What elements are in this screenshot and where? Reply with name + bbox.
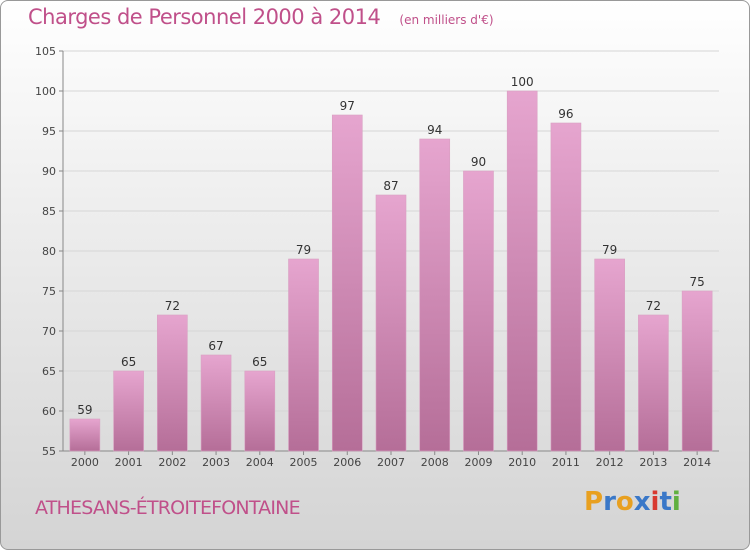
chart-unit: (en milliers d'€) [399,13,494,27]
brand-letter: o [615,487,634,517]
value-label: 96 [558,107,573,121]
value-label: 65 [121,355,136,369]
brand-logo: Proxiti [584,487,681,517]
value-label: 59 [77,403,92,417]
bar [506,90,538,452]
value-label: 97 [340,99,355,113]
bar [594,258,625,452]
bars [69,90,713,452]
x-tick-label: 2002 [158,456,186,469]
bar [638,314,669,452]
bar [375,194,407,452]
brand-letter: r [603,487,616,517]
y-tick-label: 100 [35,85,56,98]
bar [244,370,276,452]
brand-letter: t [659,487,672,517]
chart-title: Charges de Personnel 2000 à 2014 [28,5,381,29]
value-label: 87 [383,179,398,193]
value-label: 79 [296,243,311,257]
y-tick-label: 90 [42,165,56,178]
title-row: Charges de Personnel 2000 à 2014 (en mil… [28,5,494,29]
bar [331,114,363,452]
bar [157,314,188,452]
brand-letter: x [633,487,651,517]
y-tick-label: 60 [42,405,56,418]
value-label: 79 [602,243,617,257]
brand-letter: P [584,487,604,517]
value-label: 90 [471,155,486,169]
x-tick-label: 2013 [639,456,667,469]
x-tick-label: 2004 [246,456,274,469]
value-label: 65 [252,355,267,369]
y-tick-label: 70 [42,325,56,338]
bar [113,370,144,452]
x-tick-label: 2012 [596,456,624,469]
x-tick-label: 2011 [552,456,580,469]
y-tick-label: 80 [42,245,56,258]
value-label: 75 [689,275,704,289]
x-tick-label: 2005 [290,456,318,469]
value-label: 72 [646,299,661,313]
commune-name: ATHESANS-ÉTROITEFONTAINE [35,497,301,519]
y-tick-label: 95 [42,125,56,138]
x-tick-label: 2014 [683,456,711,469]
x-tick-label: 2007 [377,456,405,469]
bar [288,258,319,452]
bar [681,290,713,452]
labels: 59 65 72 67 65 79 97 87 94 90 100 96 79 72 75 [77,75,705,417]
y-tick-label: 65 [42,365,56,378]
x-tick-label: 2003 [202,456,230,469]
value-label: 72 [165,299,180,313]
y-tick-label: 105 [35,45,56,58]
bar [200,354,232,452]
value-label: 94 [427,123,442,137]
brand-letter: i [671,487,681,517]
value-label: 67 [208,339,223,353]
y-tick-label: 55 [42,445,56,458]
bar [463,170,494,452]
x-tick-label: 2006 [333,456,361,469]
brand-letter: i [650,487,660,517]
x-tick-label: 2008 [421,456,449,469]
bar [550,122,582,452]
x-tick-label: 2010 [508,456,536,469]
y-tick-label: 75 [42,285,56,298]
x-tick-label: 2009 [464,456,492,469]
bar [69,418,101,452]
bar [419,138,451,452]
y-tick-label: 85 [42,205,56,218]
x-tick-label: 2000 [71,456,99,469]
value-label: 100 [511,75,534,89]
x-tick-label: 2001 [115,456,143,469]
